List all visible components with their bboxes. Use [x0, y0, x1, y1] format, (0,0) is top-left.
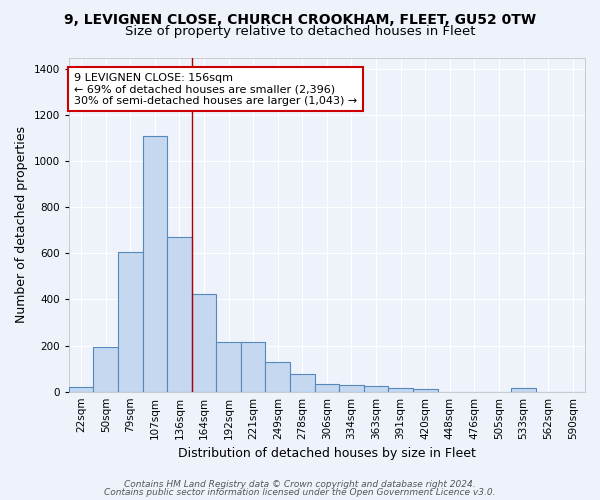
Bar [388, 388, 413, 392]
Bar [167, 238, 192, 392]
Text: Contains public sector information licensed under the Open Government Licence v3: Contains public sector information licen… [104, 488, 496, 497]
Bar [265, 362, 290, 392]
Bar [94, 346, 118, 392]
Text: Contains HM Land Registry data © Crown copyright and database right 2024.: Contains HM Land Registry data © Crown c… [124, 480, 476, 489]
Bar [118, 252, 143, 392]
Bar [217, 342, 241, 392]
Bar [192, 294, 217, 392]
Text: 9 LEVIGNEN CLOSE: 156sqm
← 69% of detached houses are smaller (2,396)
30% of sem: 9 LEVIGNEN CLOSE: 156sqm ← 69% of detach… [74, 72, 357, 106]
Y-axis label: Number of detached properties: Number of detached properties [15, 126, 28, 323]
Bar [290, 374, 314, 392]
Bar [69, 387, 94, 392]
Bar [241, 342, 265, 392]
Bar [143, 136, 167, 392]
Bar [364, 386, 388, 392]
Bar [511, 388, 536, 392]
X-axis label: Distribution of detached houses by size in Fleet: Distribution of detached houses by size … [178, 447, 476, 460]
Text: 9, LEVIGNEN CLOSE, CHURCH CROOKHAM, FLEET, GU52 0TW: 9, LEVIGNEN CLOSE, CHURCH CROOKHAM, FLEE… [64, 12, 536, 26]
Bar [314, 384, 339, 392]
Bar [339, 385, 364, 392]
Text: Size of property relative to detached houses in Fleet: Size of property relative to detached ho… [125, 25, 475, 38]
Bar [413, 390, 437, 392]
